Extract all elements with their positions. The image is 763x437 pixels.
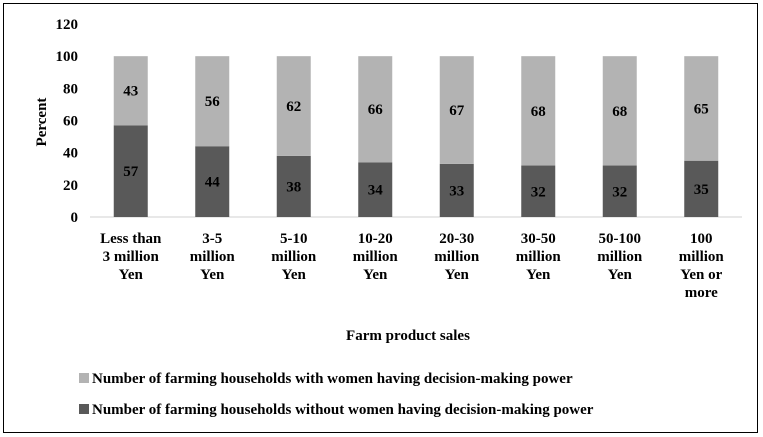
data-label: 65 [694,101,709,117]
x-category-label: Less than 3 million Yen [100,231,162,283]
bar-segment-with-women [684,56,719,161]
x-category-label: 10-20 million Yen [353,231,399,283]
data-label: 33 [449,183,464,199]
bar-segment-with-women [602,56,637,166]
data-label: 67 [449,103,465,119]
bar-segment-without-women [602,165,637,217]
data-labels: 57 43 44 56 38 62 34 66 33 67 32 68 32 68 35 65 [123,84,709,201]
y-tick-label: 20 [63,178,78,194]
bar-segment-with-women [358,56,393,163]
data-label: 57 [123,164,139,180]
data-label: 38 [286,179,301,195]
legend: Number of farming households with women … [79,371,594,418]
y-tick-label: 40 [63,146,78,162]
data-label: 34 [368,183,384,199]
data-label: 32 [612,184,627,200]
data-label: 68 [612,104,627,120]
bar-segment-without-women [195,146,230,217]
data-label: 66 [368,102,384,118]
bar-segment-without-women [521,165,556,217]
y-axis-title: Percent [34,98,50,147]
legend-label: Number of farming households without wom… [92,402,594,418]
legend-swatch [79,404,89,414]
y-tick-label: 60 [63,114,78,130]
x-axis-title: Farm product sales [346,328,470,344]
legend-label: Number of farming households with women … [92,371,573,387]
data-label: 68 [531,104,546,120]
data-label: 32 [531,184,546,200]
x-axis-categories: Less than 3 million Yen 3-5 million Yen 5-10 mi… [100,231,724,301]
x-category-label: 100 million Yen or more [679,231,725,301]
x-category-label: 30-50 million Yen [516,231,562,283]
data-label: 35 [694,182,709,198]
bar-segment-without-women [276,155,311,217]
x-category-label: 5-10 million Yen [271,231,317,283]
x-category-label: 3-5 million Yen [190,231,236,283]
y-tick-label: 80 [63,81,78,97]
bar-segment-with-women [521,56,556,166]
legend-swatch [79,373,89,383]
y-axis-ticks: 0 20 40 60 80 100 120 [56,17,79,226]
x-category-label: 50-100 million Yen [597,231,643,283]
y-tick-label: 0 [71,210,79,226]
bar-segment-without-women [358,162,393,217]
y-tick-label: 100 [56,49,79,65]
data-label: 62 [286,99,301,115]
data-label: 56 [205,94,221,110]
y-tick-label: 120 [56,17,79,33]
bar-segment-without-women [113,125,148,217]
bar-segment-without-women [684,160,719,217]
data-label: 43 [123,84,138,100]
data-label: 44 [205,175,221,191]
bar-segment-with-women [276,56,311,156]
bar-segment-with-women [113,56,148,126]
x-category-label: 20-30 million Yen [434,231,480,283]
bar-segment-with-women [195,56,230,147]
bar-segment-without-women [439,163,474,217]
bars [113,56,719,217]
bar-segment-with-women [439,56,474,164]
